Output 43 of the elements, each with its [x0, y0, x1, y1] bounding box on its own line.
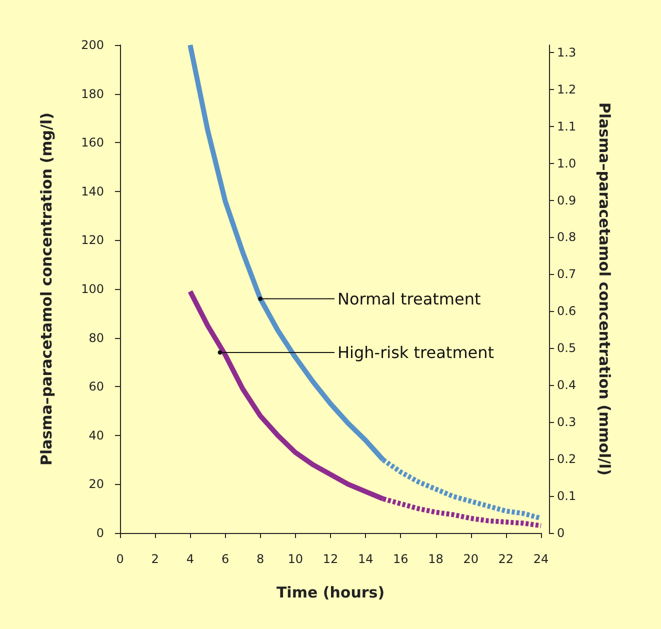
- y2-tick-label: 0.4: [557, 378, 576, 392]
- annotation: Normal treatment: [338, 289, 481, 308]
- x-tick-label: 0: [116, 552, 124, 566]
- y-tick-label: 140: [81, 184, 104, 198]
- y2-tick-label: 0.3: [557, 415, 576, 430]
- x-tick-label: 10: [288, 552, 304, 566]
- y2-tick-label: 0.1: [557, 489, 576, 504]
- x-tick-label: 2: [151, 552, 159, 566]
- y-tick-label: 40: [88, 428, 104, 442]
- x-tick-label: 24: [533, 552, 549, 566]
- x-tick-label: 14: [358, 552, 374, 566]
- y2-tick-label: 0.7: [557, 267, 576, 282]
- y-tick-label: 80: [88, 330, 104, 345]
- y-tick-label: 100: [81, 282, 104, 296]
- y2-tick-label: 1.1: [557, 119, 576, 134]
- y-axis-title: Plasma–paracetamol concentration (mg/l): [38, 112, 56, 466]
- x-tick-label: 6: [221, 552, 230, 566]
- y2-tick-label: 0: [557, 526, 565, 540]
- y2-tick-label: 1.3: [557, 45, 576, 60]
- y-tick-label: 180: [81, 86, 104, 101]
- annotation: High-risk treatment: [338, 342, 494, 362]
- y2-axis-title: Plasma–paracetamol concentration (mmol/l): [596, 102, 614, 476]
- x-tick-label: 4: [186, 552, 194, 566]
- y2-tick-label: 0.2: [557, 452, 576, 466]
- y-tick-label: 60: [88, 380, 104, 394]
- y-tick-label: 200: [81, 38, 104, 52]
- x-axis-title: Time (hours): [276, 584, 385, 602]
- y2-tick-label: 1.2: [557, 82, 576, 96]
- y2-tick-label: 0.9: [557, 193, 576, 208]
- x-tick-label: 8: [256, 552, 264, 566]
- y2-tick-label: 0.6: [557, 304, 576, 318]
- y2-tick-label: 0.8: [557, 230, 576, 244]
- x-tick-label: 22: [498, 552, 514, 566]
- y-tick-label: 160: [81, 136, 104, 150]
- x-tick-label: 16: [393, 552, 408, 566]
- x-tick-label: 20: [463, 552, 478, 566]
- x-tick-label: 12: [322, 552, 338, 566]
- x-tick-label: 18: [428, 552, 444, 566]
- y-tick-label: 0: [96, 526, 104, 540]
- y2-tick-label: 0.5: [557, 341, 576, 356]
- y-tick-label: 120: [81, 233, 104, 248]
- y-tick-label: 20: [88, 477, 104, 492]
- y2-tick-label: 1.0: [557, 156, 576, 170]
